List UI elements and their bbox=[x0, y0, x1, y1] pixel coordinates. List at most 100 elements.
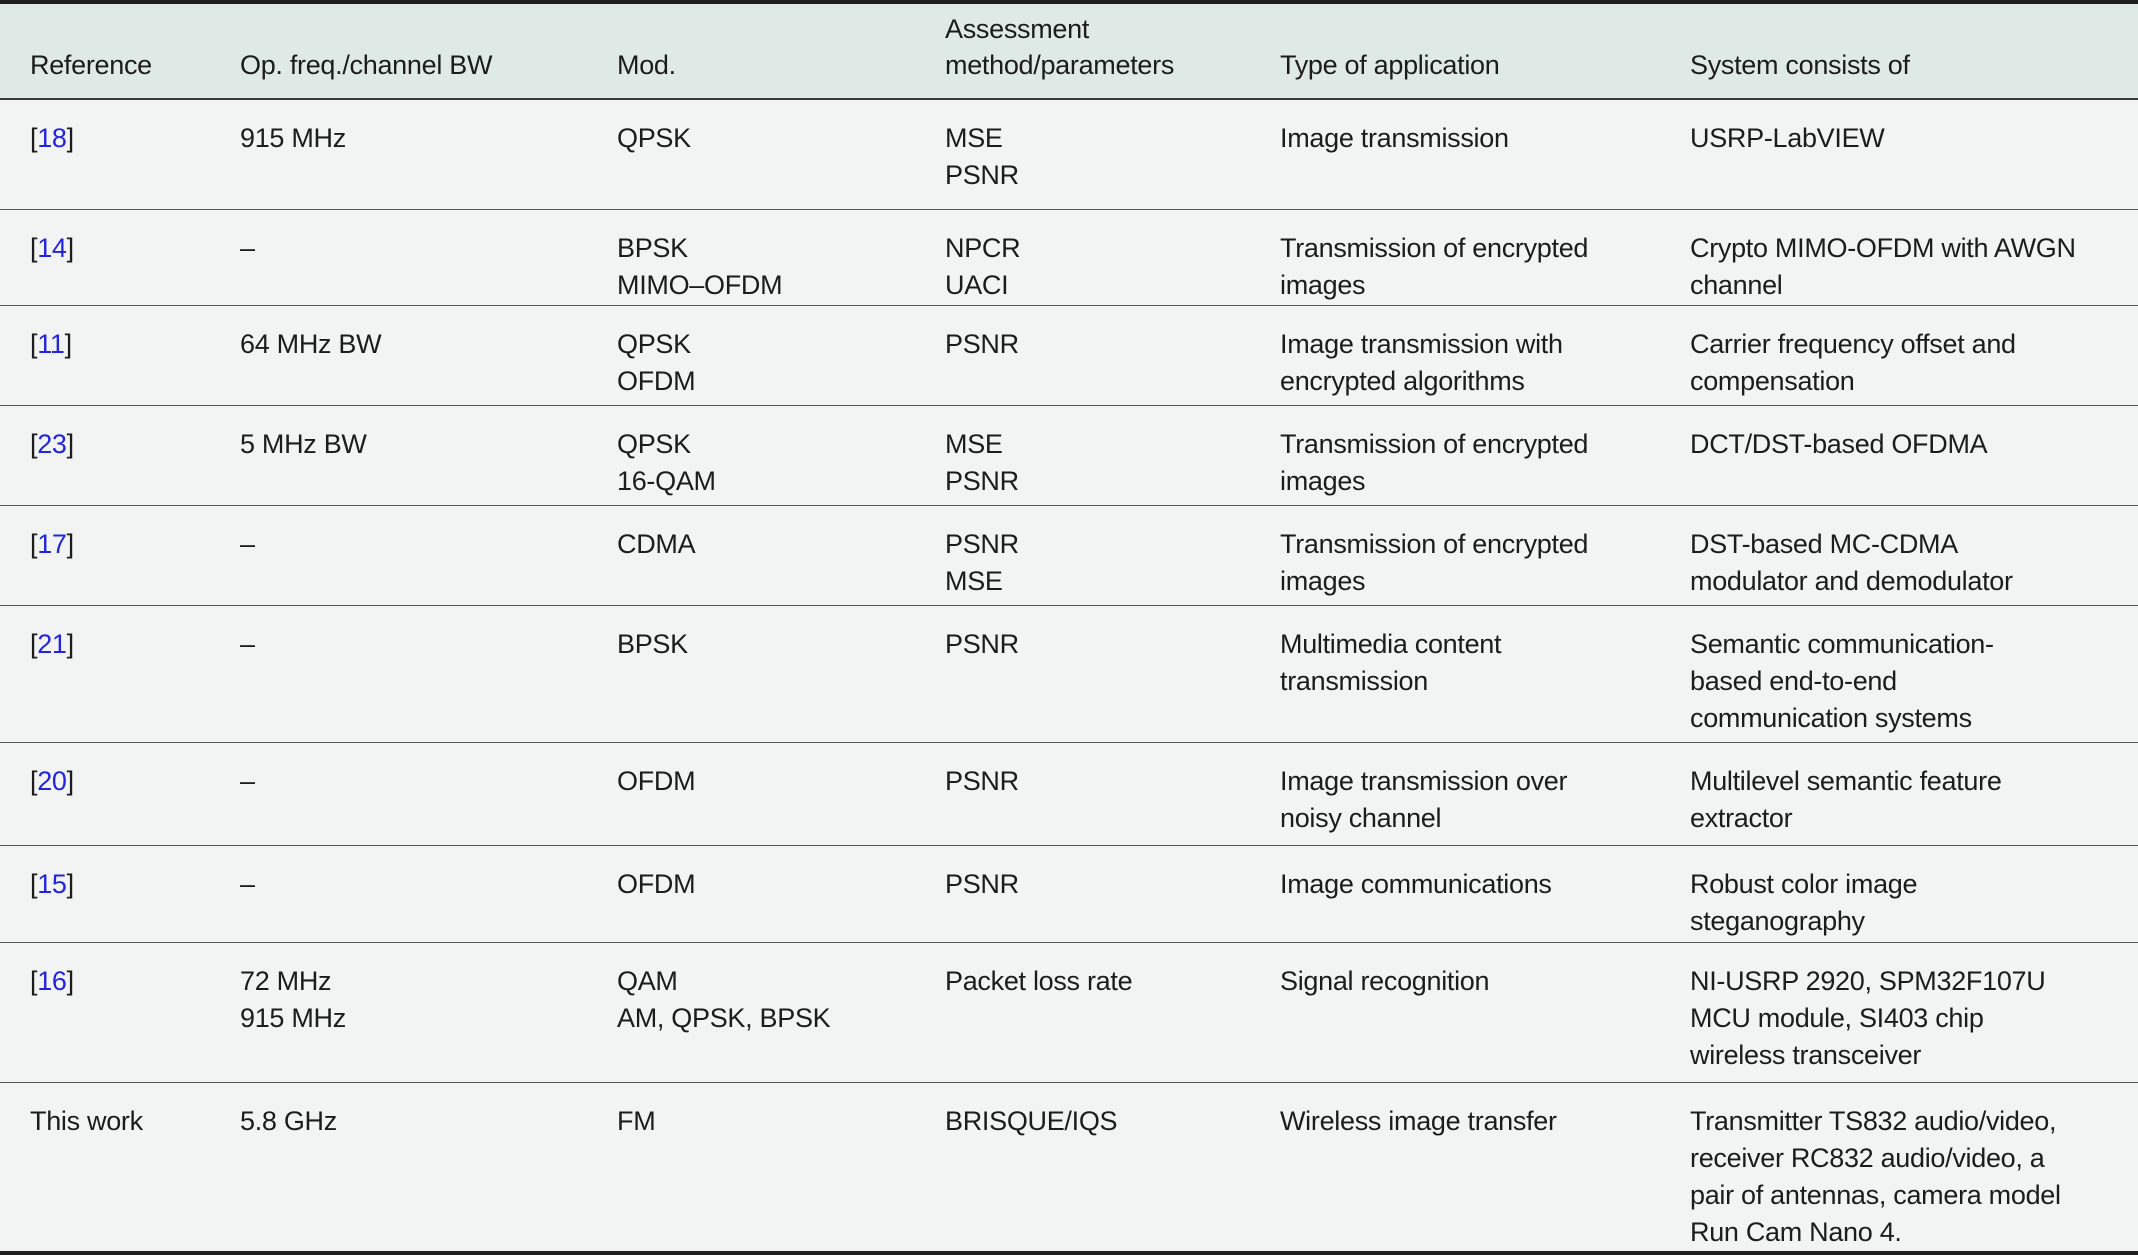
application-cell: Transmission of encrypted images bbox=[1280, 528, 1589, 596]
table-row: [20] – OFDM PSNR Image transmission over… bbox=[0, 742, 2138, 845]
citation-link[interactable]: 20 bbox=[37, 765, 67, 796]
application-cell: Image transmission over noisy channel bbox=[1280, 765, 1568, 833]
bracket-close: ] bbox=[66, 428, 75, 459]
assessment-cell: NPCR UACI bbox=[945, 232, 1021, 300]
system-cell: Crypto MIMO-OFDM with AWGN channel bbox=[1690, 232, 2076, 300]
table-row: [11] 64 MHz BW QPSK OFDM PSNR Image tran… bbox=[0, 305, 2138, 405]
mod-cell: QPSK 16-QAM bbox=[617, 428, 716, 496]
bracket-open: [ bbox=[30, 123, 38, 153]
assessment-cell: BRISQUE/IQS bbox=[945, 1105, 1118, 1136]
bracket-close: ] bbox=[64, 328, 73, 359]
ref-cell: This work bbox=[0, 1082, 240, 1253]
table-row: [23] 5 MHz BW QPSK 16-QAM MSE PSNR Trans… bbox=[0, 405, 2138, 505]
table-row: [16] 72 MHz 915 MHz QAM AM, QPSK, BPSK P… bbox=[0, 942, 2138, 1082]
col-header-op-freq: Op. freq./channel BW bbox=[240, 2, 617, 100]
system-cell: Semantic communication- based end-to-end… bbox=[1690, 628, 1994, 733]
mod-cell: BPSK bbox=[617, 628, 688, 659]
ref-cell: [18] bbox=[0, 99, 240, 209]
bracket-close: ] bbox=[66, 765, 75, 796]
assessment-cell: MSE PSNR bbox=[945, 123, 1019, 190]
bracket-close: ] bbox=[66, 868, 75, 899]
table-row-this-work: This work 5.8 GHz FM BRISQUE/IQS Wireles… bbox=[0, 1082, 2138, 1253]
system-cell: USRP-LabVIEW bbox=[1690, 123, 1885, 153]
freq-cell: – bbox=[240, 628, 255, 659]
application-cell: Transmission of encrypted images bbox=[1280, 428, 1589, 496]
bracket-open: [ bbox=[30, 628, 38, 659]
citation-link[interactable]: 21 bbox=[37, 628, 67, 659]
col-header-application: Type of application bbox=[1280, 2, 1690, 100]
bracket-close: ] bbox=[66, 232, 75, 263]
freq-cell: – bbox=[240, 528, 255, 559]
bracket-close: ] bbox=[66, 628, 75, 659]
assessment-cell: MSE PSNR bbox=[945, 428, 1019, 496]
bracket-close: ] bbox=[66, 123, 75, 153]
ref-text: This work bbox=[30, 1105, 143, 1136]
bracket-open: [ bbox=[30, 765, 38, 796]
header-row: Reference Op. freq./channel BW Mod. Asse… bbox=[0, 2, 2138, 100]
table-row: [21] – BPSK PSNR Multimedia content tran… bbox=[0, 605, 2138, 742]
table-body: [18] 915 MHz QPSK MSE PSNR Image transmi… bbox=[0, 99, 2138, 1253]
system-cell: Robust color image steganography bbox=[1690, 868, 1918, 936]
mod-cell: QPSK bbox=[617, 123, 691, 153]
table-header: Reference Op. freq./channel BW Mod. Asse… bbox=[0, 2, 2138, 100]
bracket-open: [ bbox=[30, 428, 38, 459]
freq-cell: 5 MHz BW bbox=[240, 428, 367, 459]
assessment-cell: PSNR bbox=[945, 868, 1019, 899]
citation-link[interactable]: 23 bbox=[37, 428, 67, 459]
table-row: [14] – BPSK MIMO–OFDM NPCR UACI Transmis… bbox=[0, 209, 2138, 305]
col-header-assessment: Assessment method/parameters bbox=[945, 2, 1280, 100]
col-header-system: System consists of bbox=[1690, 2, 2138, 100]
system-cell: NI-USRP 2920, SPM32F107U MCU module, SI4… bbox=[1690, 965, 2046, 1070]
mod-cell: FM bbox=[617, 1105, 656, 1136]
bracket-open: [ bbox=[30, 965, 38, 996]
system-cell: DCT/DST-based OFDMA bbox=[1690, 428, 1988, 459]
system-cell: Carrier frequency offset and compensatio… bbox=[1690, 328, 2016, 396]
ref-cell: [15] bbox=[0, 845, 240, 942]
bracket-open: [ bbox=[30, 868, 38, 899]
freq-cell: 5.8 GHz bbox=[240, 1105, 337, 1136]
bracket-open: [ bbox=[30, 528, 38, 559]
citation-link[interactable]: 11 bbox=[37, 328, 65, 359]
ref-cell: [23] bbox=[0, 405, 240, 505]
system-cell: Multilevel semantic feature extractor bbox=[1690, 765, 2002, 833]
bracket-open: [ bbox=[30, 328, 38, 359]
freq-cell: 915 MHz bbox=[240, 123, 346, 153]
ref-cell: [17] bbox=[0, 505, 240, 605]
application-cell: Image communications bbox=[1280, 868, 1552, 899]
col-header-mod: Mod. bbox=[617, 2, 945, 100]
citation-link[interactable]: 17 bbox=[37, 528, 67, 559]
application-cell: Signal recognition bbox=[1280, 965, 1490, 996]
system-cell: DST-based MC-CDMA modulator and demodula… bbox=[1690, 528, 2013, 596]
assessment-cell: PSNR MSE bbox=[945, 528, 1019, 596]
freq-cell: – bbox=[240, 232, 255, 263]
freq-cell: – bbox=[240, 765, 255, 796]
assessment-cell: PSNR bbox=[945, 628, 1019, 659]
assessment-cell: PSNR bbox=[945, 328, 1019, 359]
freq-cell: 64 MHz BW bbox=[240, 328, 382, 359]
ref-cell: [21] bbox=[0, 605, 240, 742]
application-cell: Image transmission bbox=[1280, 123, 1509, 153]
ref-cell: [11] bbox=[0, 305, 240, 405]
assessment-cell: Packet loss rate bbox=[945, 965, 1133, 996]
freq-cell: – bbox=[240, 868, 255, 899]
application-cell: Wireless image transfer bbox=[1280, 1105, 1557, 1136]
mod-cell: CDMA bbox=[617, 528, 696, 559]
mod-cell: BPSK MIMO–OFDM bbox=[617, 232, 783, 300]
citation-link[interactable]: 15 bbox=[37, 868, 67, 899]
assessment-cell: PSNR bbox=[945, 765, 1019, 796]
citation-link[interactable]: 14 bbox=[37, 232, 67, 263]
citation-link[interactable]: 16 bbox=[37, 965, 67, 996]
mod-cell: OFDM bbox=[617, 765, 696, 796]
system-cell: Transmitter TS832 audio/video, receiver … bbox=[1690, 1105, 2061, 1247]
mod-cell: QPSK OFDM bbox=[617, 328, 696, 396]
bracket-close: ] bbox=[66, 528, 75, 559]
freq-cell: 72 MHz 915 MHz bbox=[240, 965, 346, 1033]
application-cell: Image transmission with encrypted algori… bbox=[1280, 328, 1563, 396]
table-row: [18] 915 MHz QPSK MSE PSNR Image transmi… bbox=[0, 99, 2138, 209]
bracket-open: [ bbox=[30, 232, 38, 263]
mod-cell: QAM AM, QPSK, BPSK bbox=[617, 965, 831, 1033]
application-cell: Transmission of encrypted images bbox=[1280, 232, 1589, 300]
citation-link[interactable]: 18 bbox=[37, 123, 67, 153]
